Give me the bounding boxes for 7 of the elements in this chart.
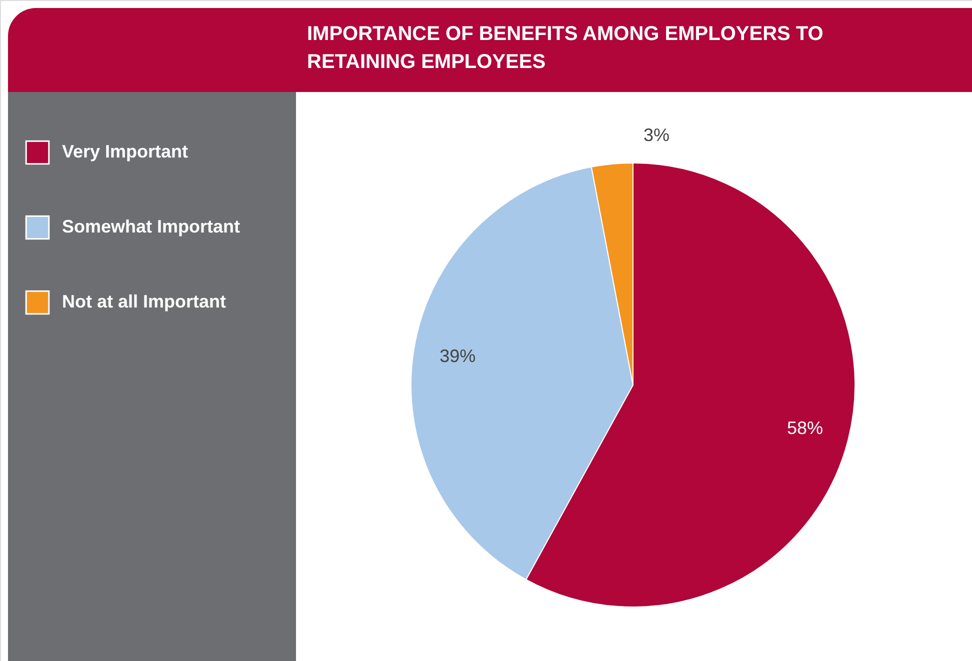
legend-label: Not at all Important (62, 292, 226, 312)
legend-label: Somewhat Important (62, 216, 240, 236)
data-label: 58% (787, 418, 824, 438)
chart-title: IMPORTANCE OF BENEFITS AMONG EMPLOYERS TO RETAINING EMPLOYEES (307, 23, 824, 73)
data-label: 3% (644, 125, 670, 146)
data-label: 39% (440, 346, 476, 366)
legend-label: Very Important (62, 142, 188, 162)
